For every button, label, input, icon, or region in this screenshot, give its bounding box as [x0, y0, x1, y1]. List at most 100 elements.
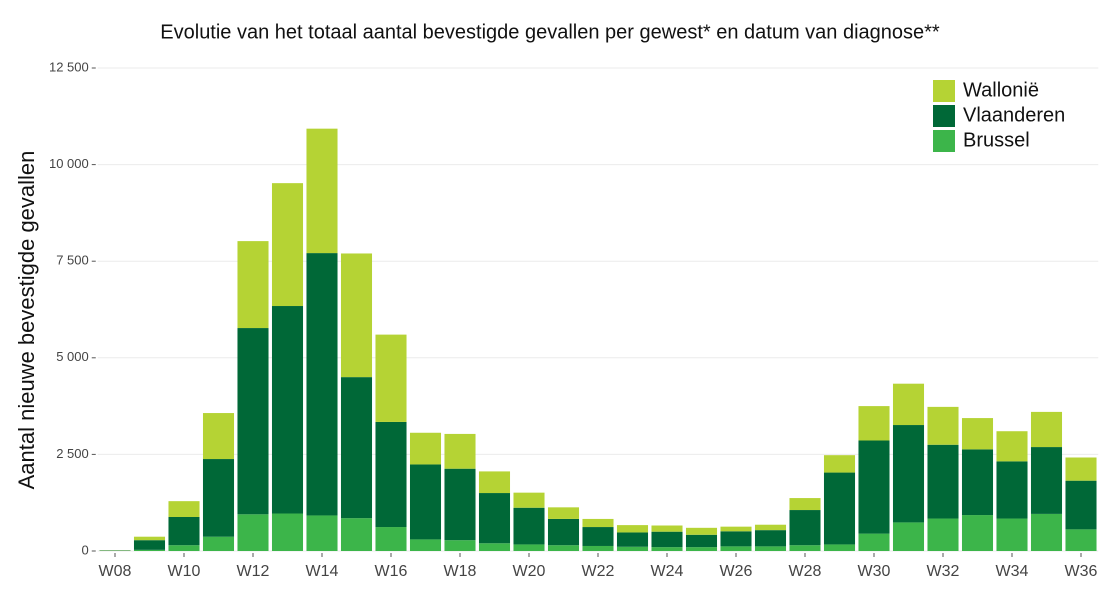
bar-segment [927, 444, 959, 519]
bar-segment [306, 128, 338, 254]
bar-segment [789, 510, 821, 546]
x-tick-label: W36 [1065, 563, 1098, 580]
bar-segment [651, 547, 683, 551]
bar-segment [478, 493, 511, 544]
bar-segment [444, 540, 476, 551]
bar-segment [754, 524, 787, 531]
bar-segment [1030, 447, 1063, 514]
y-tick-label: 2 500 [56, 446, 89, 461]
y-tick-label: 7 500 [56, 253, 89, 268]
bar-segment [961, 449, 994, 516]
bar-segment [616, 532, 649, 547]
bar-segment [1030, 513, 1063, 551]
y-tick-label: 5 000 [56, 349, 89, 364]
bar-segment [789, 498, 821, 511]
legend-swatch [933, 130, 955, 152]
bar-segment [202, 413, 235, 460]
bar-segment [202, 459, 235, 537]
chart-title: Evolutie van het totaal aantal bevestigd… [160, 21, 940, 43]
x-tick-label: W18 [444, 563, 477, 580]
bar-segment [616, 525, 649, 533]
x-tick-label: W34 [996, 563, 1029, 580]
bar-segment [340, 253, 373, 378]
bar-segment [375, 421, 407, 528]
bar-segment [237, 328, 269, 515]
legend-swatch [933, 80, 955, 102]
bar-segment [823, 544, 856, 551]
bar-segment [478, 543, 511, 551]
bar-segment [547, 545, 580, 551]
x-tick-label: W26 [720, 563, 753, 580]
x-tick-label: W16 [375, 563, 408, 580]
x-tick-label: W24 [651, 563, 684, 580]
y-tick-label: 12 500 [49, 59, 89, 74]
bar-segment [168, 516, 200, 546]
bar-segment [892, 383, 925, 426]
bar-segment [927, 518, 959, 551]
x-tick-label: W28 [789, 563, 822, 580]
legend-label: Wallonië [963, 79, 1039, 101]
bar-segment [651, 525, 683, 532]
bar-segment [133, 540, 166, 550]
bar-segment [168, 501, 200, 517]
bar-segment [1030, 411, 1063, 448]
x-tick-label: W08 [99, 563, 132, 580]
bar-segment [858, 440, 890, 534]
bar-segment [478, 471, 511, 494]
y-axis-label: Aantal nieuwe bevestigde gevallen [14, 151, 39, 490]
bar-segment [823, 472, 856, 545]
y-tick-label: 10 000 [49, 156, 89, 171]
bar-segment [1065, 457, 1097, 481]
bar-segment [133, 549, 166, 551]
bar-segment [375, 334, 407, 422]
bar-segment [720, 546, 752, 551]
bar-segment [651, 531, 683, 548]
bar-segment [1065, 480, 1097, 530]
bar-segment [927, 406, 959, 445]
bar-segment [858, 406, 890, 441]
legend-swatch [933, 105, 955, 127]
bar-segment [892, 522, 925, 551]
bar-segment [961, 515, 994, 551]
bar-segment [754, 530, 787, 547]
bar-segment [754, 546, 787, 551]
bar-segment [306, 515, 338, 551]
x-tick-label: W22 [582, 563, 615, 580]
bar-segment [237, 514, 269, 551]
legend-label: Brussel [963, 129, 1030, 151]
bar-segment [409, 539, 442, 551]
bar-segment [202, 536, 235, 551]
y-tick-label: 0 [82, 542, 89, 557]
x-tick-label: W12 [237, 563, 270, 580]
bar-segment [892, 425, 925, 523]
x-tick-label: W10 [168, 563, 201, 580]
bar-segment [271, 513, 304, 551]
bar-segment [996, 518, 1028, 551]
bar-segment [271, 183, 304, 307]
bar-segment [720, 526, 752, 532]
bar-segment [996, 431, 1028, 462]
bar-segment [685, 547, 718, 551]
bar-segment [444, 433, 476, 469]
bar-segment [858, 533, 890, 551]
bar-segment [409, 464, 442, 540]
bar-segment [789, 545, 821, 551]
bar-segment [513, 544, 545, 551]
bar-segment [1065, 529, 1097, 551]
bar-segment [823, 455, 856, 473]
bar-segment [616, 546, 649, 551]
bar-segment [720, 531, 752, 547]
bar-segment [133, 536, 166, 541]
bar-segment [582, 527, 614, 546]
x-tick-label: W32 [927, 563, 960, 580]
bar-segment [513, 492, 545, 508]
bar-segment [340, 377, 373, 519]
bar-segment [375, 527, 407, 551]
bar-segment [582, 518, 614, 528]
bar-segment [961, 418, 994, 450]
bar-segment [168, 545, 200, 551]
bar-segment [547, 507, 580, 519]
bar-segment [306, 253, 338, 516]
bar-segment [409, 432, 442, 465]
